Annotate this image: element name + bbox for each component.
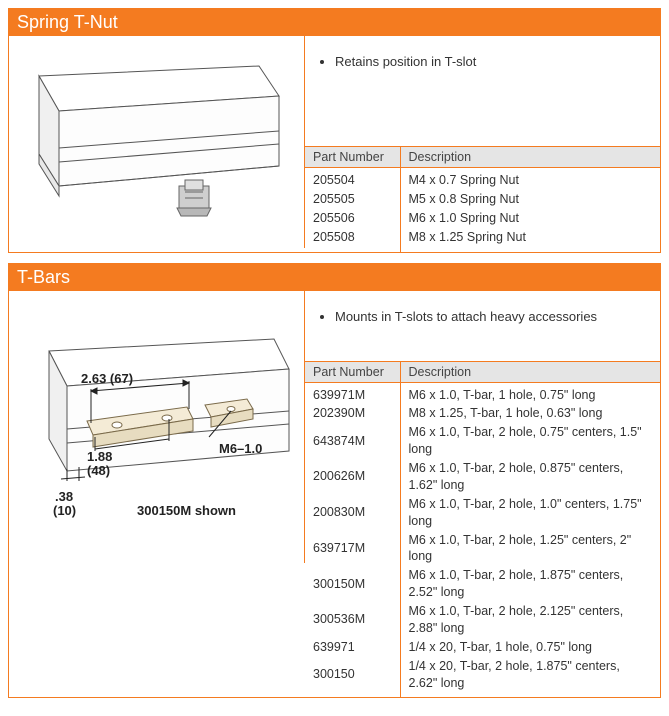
diagram-cell: 2.63 (67) 1.88(48) .38(10) M6–1.0 300150M sh… — [9, 291, 305, 563]
tbars-diagram — [9, 291, 304, 531]
table-cell: M8 x 1.25, T-bar, 1 hole, 0.63" long — [400, 404, 660, 423]
table-row: 205505M5 x 0.8 Spring Nut — [305, 190, 660, 209]
parts-table: Part Number Description 639971MM6 x 1.0,… — [305, 361, 660, 698]
table-cell: 205505 — [305, 190, 400, 209]
diagram-cell — [9, 36, 305, 248]
diagram-caption: 300150M shown — [137, 503, 236, 518]
col-header: Description — [400, 147, 660, 168]
spring-tnut-diagram — [9, 36, 304, 248]
section-tbars: T-Bars — [8, 263, 661, 699]
table-row: 3001501/4 x 20, T-bar, 2 hole, 1.875" ce… — [305, 657, 660, 698]
table-row: 643874MM6 x 1.0, T-bar, 2 hole, 0.75" ce… — [305, 423, 660, 459]
table-cell: M8 x 1.25 Spring Nut — [400, 228, 660, 252]
table-cell: 200626M — [305, 459, 400, 495]
table-cell: M6 x 1.0, T-bar, 1 hole, 0.75" long — [400, 382, 660, 404]
dimension-label: (10) — [53, 503, 76, 518]
table-row: 300150MM6 x 1.0, T-bar, 2 hole, 1.875" c… — [305, 566, 660, 602]
section-title: Spring T-Nut — [9, 9, 660, 36]
bullet-area: Retains position in T-slot — [305, 36, 660, 146]
parts-table: Part Number Description 205504M4 x 0.7 S… — [305, 146, 660, 252]
table-cell: M6 x 1.0, T-bar, 2 hole, 1.0" centers, 1… — [400, 495, 660, 531]
table-cell: M6 x 1.0, T-bar, 2 hole, 1.25" centers, … — [400, 531, 660, 567]
table-cell: 300536M — [305, 602, 400, 638]
table-row: 6399711/4 x 20, T-bar, 1 hole, 0.75" lon… — [305, 638, 660, 657]
section-body: Retains position in T-slot Part Number D… — [9, 36, 660, 252]
table-row: 205506M6 x 1.0 Spring Nut — [305, 209, 660, 228]
bullet-area: Mounts in T-slots to attach heavy access… — [305, 291, 660, 361]
table-row: 300536MM6 x 1.0, T-bar, 2 hole, 2.125" c… — [305, 602, 660, 638]
table-cell: 1/4 x 20, T-bar, 2 hole, 1.875" centers,… — [400, 657, 660, 698]
table-cell: M6 x 1.0, T-bar, 2 hole, 2.125" centers,… — [400, 602, 660, 638]
table-cell: 639717M — [305, 531, 400, 567]
table-cell: 200830M — [305, 495, 400, 531]
section-spring-tnut: Spring T-Nut — [8, 8, 661, 253]
dimension-label: 2.63 (67) — [81, 371, 133, 386]
table-cell: M5 x 0.8 Spring Nut — [400, 190, 660, 209]
table-cell: 205508 — [305, 228, 400, 252]
table-cell: 205506 — [305, 209, 400, 228]
table-cell: 205504 — [305, 168, 400, 190]
table-row: 639717MM6 x 1.0, T-bar, 2 hole, 1.25" ce… — [305, 531, 660, 567]
table-cell: 300150M — [305, 566, 400, 602]
table-row: 205504M4 x 0.7 Spring Nut — [305, 168, 660, 190]
table-cell: M6 x 1.0, T-bar, 2 hole, 0.875" centers,… — [400, 459, 660, 495]
table-cell: M6 x 1.0, T-bar, 2 hole, 0.75" centers, … — [400, 423, 660, 459]
section-title: T-Bars — [9, 264, 660, 291]
dimension-label: (48) — [87, 463, 110, 478]
col-header: Part Number — [305, 147, 400, 168]
table-row: 205508M8 x 1.25 Spring Nut — [305, 228, 660, 252]
table-cell: 202390M — [305, 404, 400, 423]
dimension-label: 1.88 — [87, 449, 112, 464]
right-cell: Retains position in T-slot Part Number D… — [305, 36, 660, 252]
table-row: 200626MM6 x 1.0, T-bar, 2 hole, 0.875" c… — [305, 459, 660, 495]
dimension-label: M6–1.0 — [219, 441, 262, 456]
dimension-label: .38 — [55, 489, 73, 504]
table-cell: 300150 — [305, 657, 400, 698]
col-header: Part Number — [305, 361, 400, 382]
table-cell: 1/4 x 20, T-bar, 1 hole, 0.75" long — [400, 638, 660, 657]
table-cell: M6 x 1.0, T-bar, 2 hole, 1.875" centers,… — [400, 566, 660, 602]
table-cell: M6 x 1.0 Spring Nut — [400, 209, 660, 228]
table-cell: 639971 — [305, 638, 400, 657]
table-cell: 643874M — [305, 423, 400, 459]
table-row: 639971MM6 x 1.0, T-bar, 1 hole, 0.75" lo… — [305, 382, 660, 404]
table-row: 200830MM6 x 1.0, T-bar, 2 hole, 1.0" cen… — [305, 495, 660, 531]
bullet-item: Mounts in T-slots to attach heavy access… — [335, 309, 646, 324]
col-header: Description — [400, 361, 660, 382]
bullet-item: Retains position in T-slot — [335, 54, 646, 69]
table-row: 202390MM8 x 1.25, T-bar, 1 hole, 0.63" l… — [305, 404, 660, 423]
table-cell: 639971M — [305, 382, 400, 404]
right-cell: Mounts in T-slots to attach heavy access… — [305, 291, 660, 698]
section-body: 2.63 (67) 1.88(48) .38(10) M6–1.0 300150M sh… — [9, 291, 660, 698]
table-cell: M4 x 0.7 Spring Nut — [400, 168, 660, 190]
